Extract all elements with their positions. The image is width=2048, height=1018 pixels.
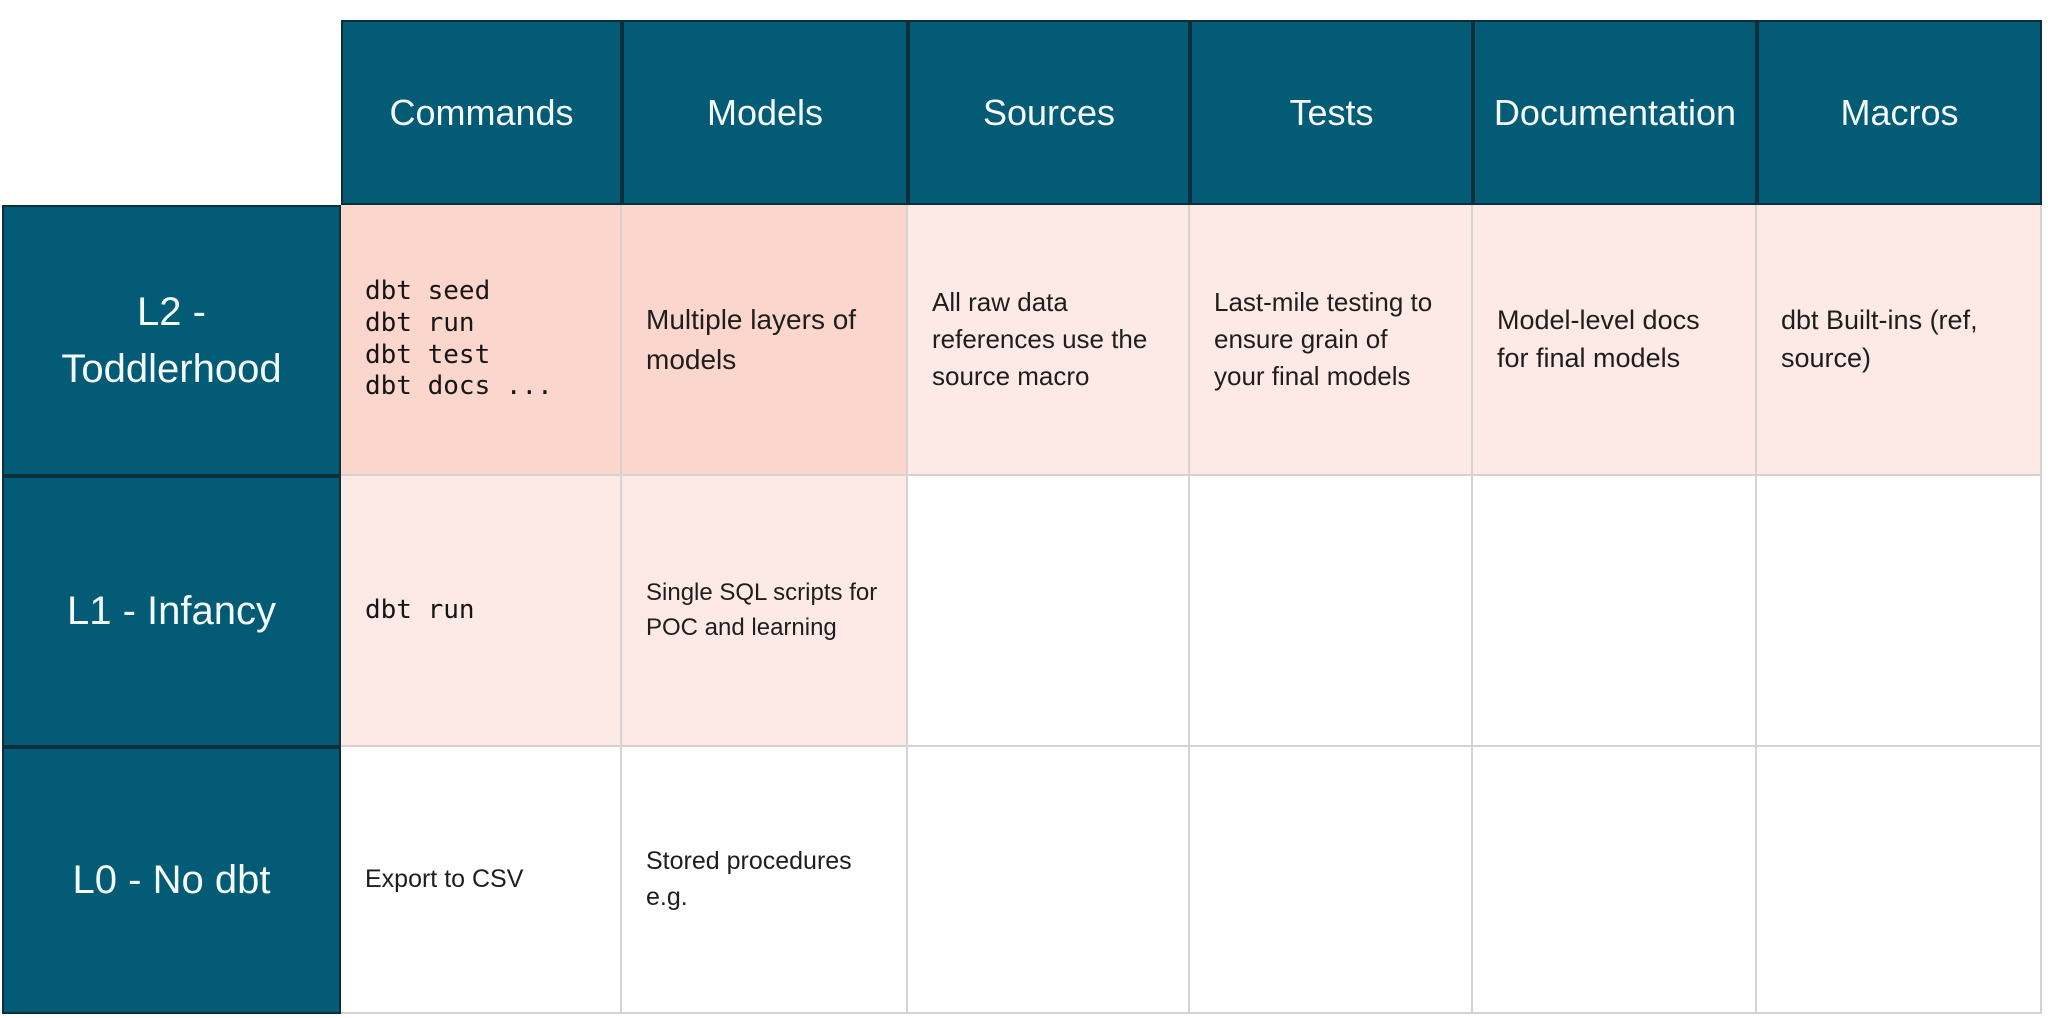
corner-cell: [2, 20, 341, 205]
cell-l1-documentation: [1473, 476, 1757, 747]
column-header-documentation: Documentation: [1473, 20, 1757, 205]
cell-l1-commands: dbt run: [341, 476, 622, 747]
column-header-sources: Sources: [908, 20, 1190, 205]
cell-l1-tests: [1190, 476, 1473, 747]
column-header-macros: Macros: [1757, 20, 2042, 205]
cell-l0-sources: [908, 747, 1190, 1014]
cell-l2-tests: Last-mile testing to ensure grain of you…: [1190, 205, 1473, 476]
cell-l2-documentation: Model-level docs for final models: [1473, 205, 1757, 476]
column-header-tests: Tests: [1190, 20, 1473, 205]
maturity-matrix-table: Commands Models Sources Tests Documentat…: [2, 20, 2042, 1014]
cell-l0-tests: [1190, 747, 1473, 1014]
cell-l1-sources: [908, 476, 1190, 747]
cell-l0-documentation: [1473, 747, 1757, 1014]
cell-l2-macros: dbt Built-ins (ref, source): [1757, 205, 2042, 476]
cell-l1-macros: [1757, 476, 2042, 747]
cell-l2-models: Multiple layers of models: [622, 205, 908, 476]
cell-l0-commands: Export to CSV: [341, 747, 622, 1014]
cell-l1-models: Single SQL scripts for POC and learning: [622, 476, 908, 747]
cell-l0-macros: [1757, 747, 2042, 1014]
column-header-commands: Commands: [341, 20, 622, 205]
row-header-l0-no-dbt: L0 - No dbt: [2, 747, 341, 1014]
column-header-models: Models: [622, 20, 908, 205]
cell-l2-sources: All raw data references use the source m…: [908, 205, 1190, 476]
row-header-l1-infancy: L1 - Infancy: [2, 476, 341, 747]
row-header-l2-toddlerhood: L2 - Toddlerhood: [2, 205, 341, 476]
cell-l2-commands: dbt seed dbt run dbt test dbt docs ...: [341, 205, 622, 476]
cell-l0-models: Stored procedures e.g.: [622, 747, 908, 1014]
